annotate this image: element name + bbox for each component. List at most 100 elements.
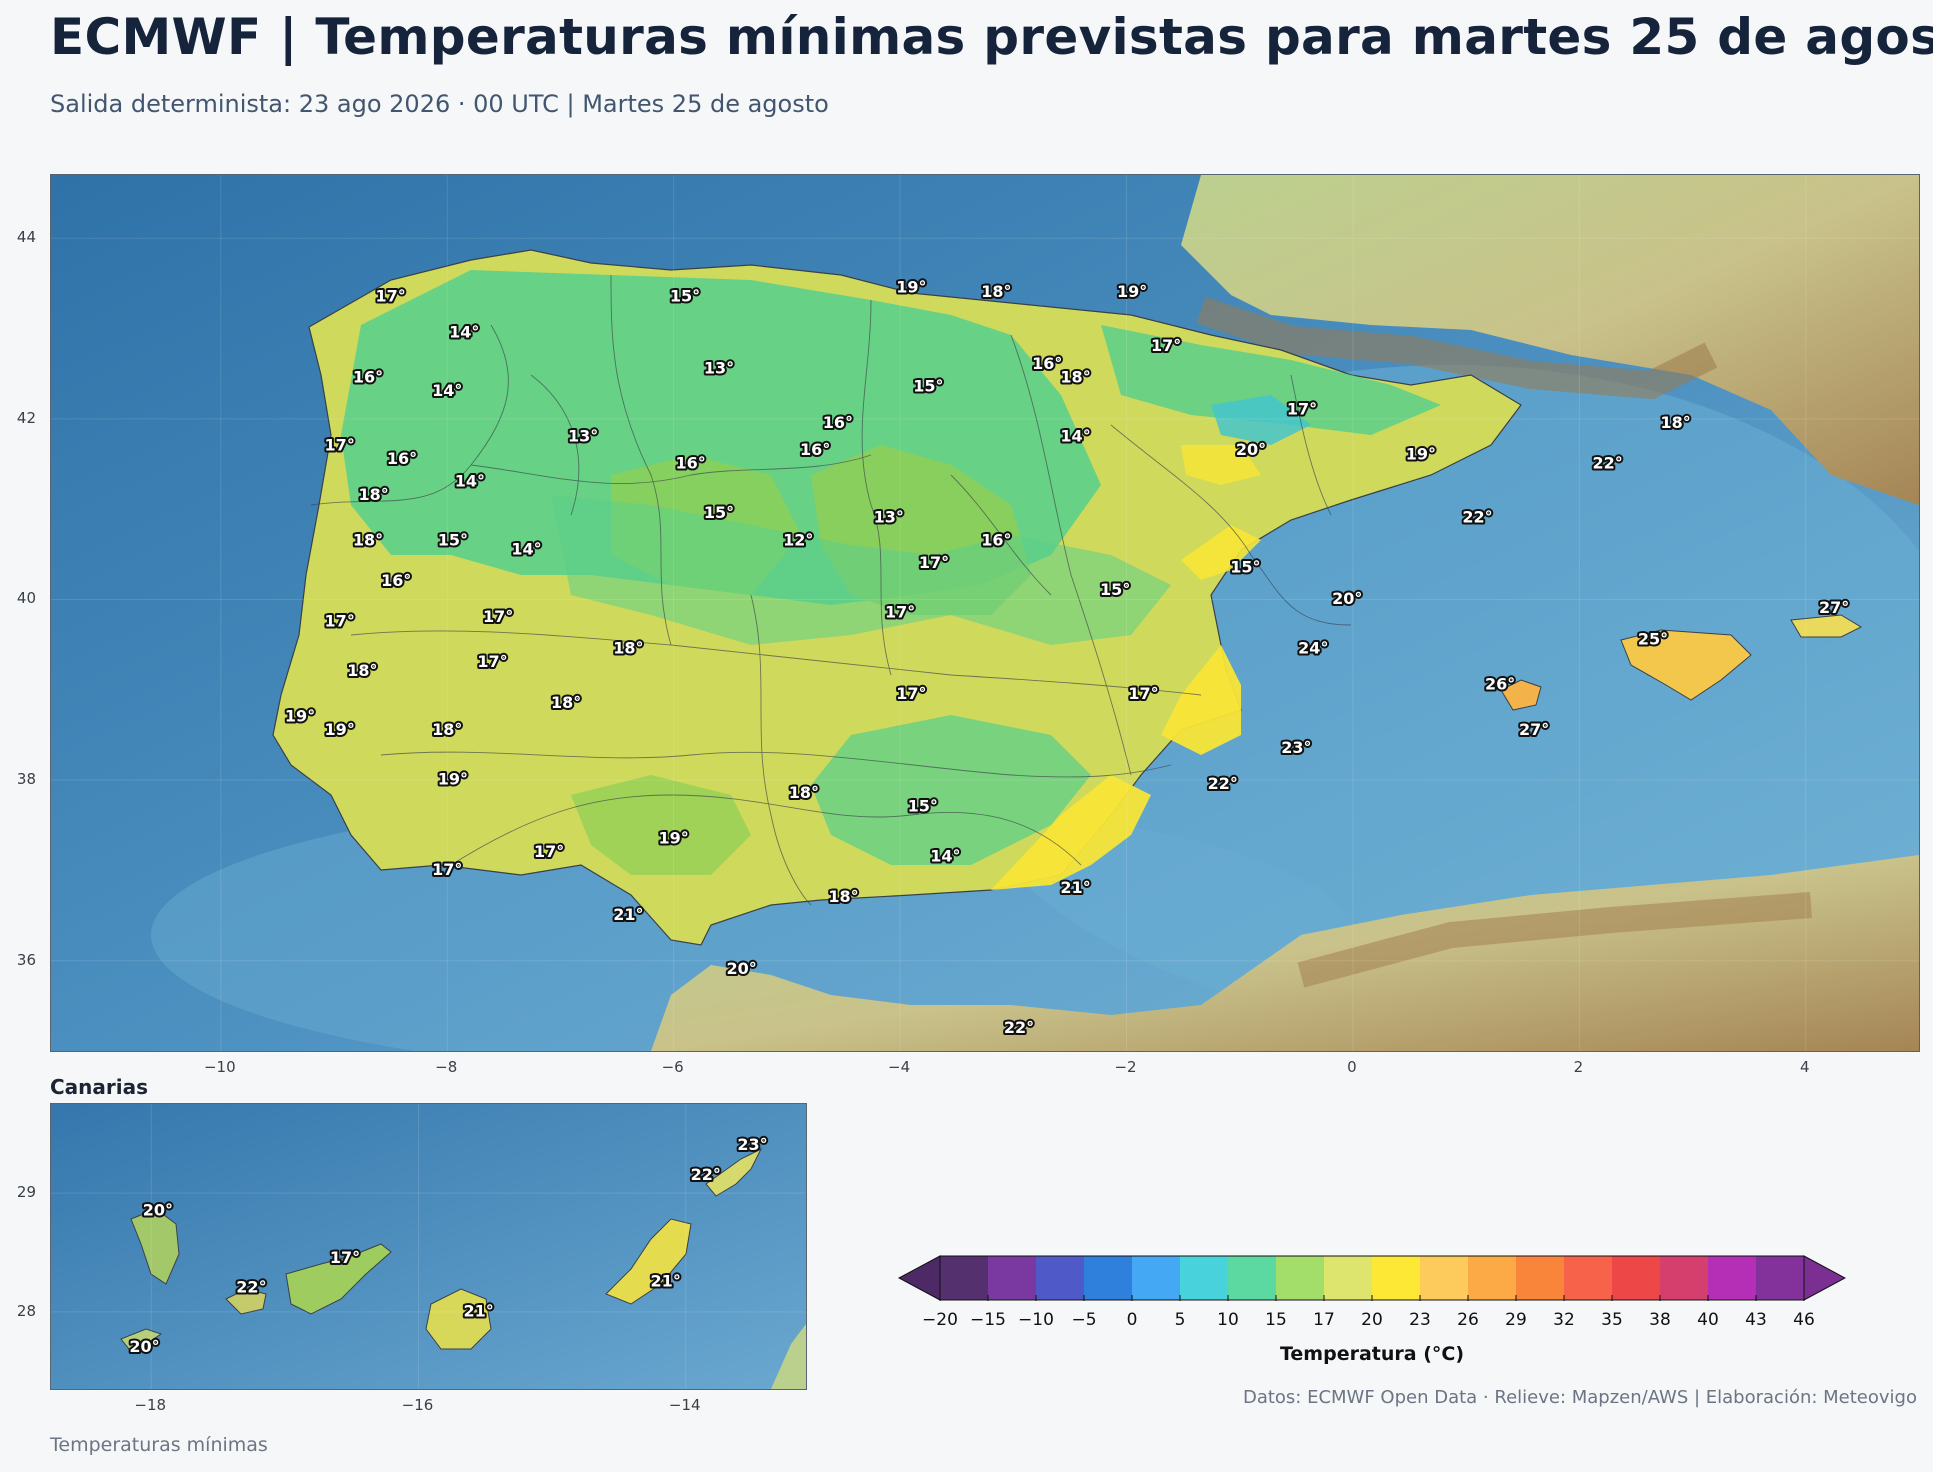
la-gomera — [225, 1288, 267, 1315]
la-palma — [130, 1208, 180, 1285]
temperature-label: 22° — [1004, 1018, 1034, 1037]
ibiza — [1500, 679, 1542, 711]
temperature-label: 18° — [1660, 413, 1690, 432]
colorbar-segment — [1564, 1256, 1613, 1300]
colorbar-tick-label: 40 — [1697, 1310, 1719, 1330]
temperature-label: 16° — [823, 413, 853, 432]
france-terrain — [1181, 175, 1919, 505]
colorbar-segment — [1036, 1256, 1085, 1300]
temperature-label: 17° — [885, 603, 915, 622]
temperature-label: 27° — [1519, 720, 1549, 739]
tenerife — [285, 1243, 392, 1315]
colorbar-segment — [1372, 1256, 1421, 1300]
main_map-lat-tick: 38 — [16, 770, 36, 789]
temperature-label: 18° — [613, 639, 643, 658]
temperature-label: 20° — [1236, 440, 1266, 459]
main_map-lon-tick: 4 — [1800, 1058, 1810, 1076]
temperature-label: 18° — [359, 485, 389, 504]
colorbar-segment — [1180, 1256, 1229, 1300]
footer-note: Temperaturas mínimas — [50, 1434, 268, 1456]
main_map-lat-tick: 42 — [16, 408, 36, 427]
colorbar-tick-label: 23 — [1409, 1310, 1431, 1330]
temperature-label: 13° — [568, 426, 598, 445]
temperature-label: 18° — [828, 887, 858, 906]
temperature-label: 23° — [737, 1135, 767, 1154]
temperature-label: 21° — [1060, 878, 1090, 897]
main_map-lon-tick: −4 — [888, 1058, 911, 1076]
temperature-label: 21° — [651, 1272, 681, 1291]
colorbar-under-arrow — [898, 1255, 941, 1301]
colorbar-tick-label: 20 — [1361, 1310, 1383, 1330]
colorbar-tick-label: 10 — [1217, 1310, 1239, 1330]
temperature-label: 22° — [691, 1165, 721, 1184]
el-hierro — [120, 1328, 163, 1350]
temperature-label: 18° — [1060, 368, 1090, 387]
inset-map-panel[interactable]: 23° 22° 20° 21° 17° 22° 21° 20° — [50, 1103, 807, 1390]
temperature-label: 20° — [1332, 589, 1362, 608]
colorbar-segment — [1612, 1256, 1661, 1300]
temperature-label: 24° — [1298, 639, 1328, 658]
temperature-label: 23° — [1281, 738, 1311, 757]
colorbar-tick-label: 43 — [1745, 1310, 1767, 1330]
colorbar-segment — [1132, 1256, 1181, 1300]
page-subtitle: Salida determinista: 23 ago 2026 · 00 UT… — [50, 90, 829, 118]
temperature-label: 13° — [874, 508, 904, 527]
africa-coast — [771, 1324, 806, 1389]
temperature-label: 16° — [387, 449, 417, 468]
colorbar-segment — [988, 1256, 1037, 1300]
colorbar-segment — [1084, 1256, 1133, 1300]
temperature-label: 16° — [353, 368, 383, 387]
colorbar-tick-label: −5 — [1071, 1310, 1097, 1330]
temperature-label: 18° — [347, 661, 377, 680]
temperature-label: 17° — [432, 860, 462, 879]
temperature-label: 19° — [1117, 282, 1147, 301]
temperature-label: 20° — [129, 1337, 159, 1356]
temperature-label: 18° — [551, 693, 581, 712]
colorbar-tick-label: −10 — [1018, 1310, 1054, 1330]
temperature-label: 15° — [908, 797, 938, 816]
colorbar-segment — [940, 1256, 989, 1300]
gran-canaria — [425, 1288, 492, 1350]
temperature-label: 18° — [789, 783, 819, 802]
warm-zone-valencia — [1161, 645, 1241, 755]
temperature-label: 27° — [1819, 598, 1849, 617]
colorbar-tick-label: 5 — [1174, 1310, 1186, 1330]
temperature-label: 18° — [981, 282, 1011, 301]
fuerteventura — [605, 1218, 692, 1305]
temperature-label: 19° — [659, 828, 689, 847]
temperature-label: 16° — [381, 571, 411, 590]
temperature-label: 17° — [919, 553, 949, 572]
colorbar-segment — [1756, 1256, 1805, 1300]
main-map-panel[interactable]: 17° 15° 19° 18° 19° 14° 13° 16° 18° 17° 16° 14° 15° 1… — [50, 174, 1920, 1052]
temperature-label: 14° — [930, 846, 960, 865]
main-map-canvas: 17° 15° 19° 18° 19°14°13° 16°18°17°16°14° 15°1… — [51, 175, 1919, 1051]
main_map-lon-tick: −8 — [435, 1058, 458, 1076]
colorbar-tick-label: 29 — [1505, 1310, 1527, 1330]
menorca — [1790, 614, 1863, 638]
temperature-label: 19° — [438, 770, 468, 789]
colorbar-over-arrow — [1803, 1255, 1846, 1301]
temperature-label: 15° — [1100, 580, 1130, 599]
temperature-label: 14° — [1060, 426, 1090, 445]
temperature-label: 19° — [285, 706, 315, 725]
colorbar-segment — [1660, 1256, 1709, 1300]
temperature-label: 12° — [783, 530, 813, 549]
colorbar-tick-label: 17 — [1313, 1310, 1335, 1330]
temperature-label: 14° — [432, 381, 462, 400]
inset_map-lat-tick: 28 — [16, 1301, 36, 1320]
temperature-colorbar — [898, 1255, 1846, 1301]
colorbar-tick-label: 15 — [1265, 1310, 1287, 1330]
temperature-label: 17° — [534, 842, 564, 861]
temperature-label: 17° — [896, 684, 926, 703]
temperature-label: 21° — [463, 1301, 493, 1320]
inset_map-lon-tick: −18 — [134, 1396, 167, 1414]
cool-zone-south — [811, 715, 1091, 865]
colorbar-segment — [1276, 1256, 1325, 1300]
data-credits: Datos: ECMWF Open Data · Relieve: Mapzen… — [1242, 1387, 1917, 1408]
main-map-temperature-labels: 17° 15° 19° 18° 19°14°13° 16°18°17°16°14° 15°1… — [283, 275, 1851, 1039]
main_map-lon-tick: 2 — [1573, 1058, 1584, 1076]
inset-map-temperature-labels: 23° 22° 20° 21° 17° 22° 21° 20° — [127, 1133, 769, 1358]
temperature-label: 16° — [1032, 354, 1062, 373]
colorbar-segment — [1516, 1256, 1565, 1300]
temperature-label: 17° — [376, 286, 406, 305]
